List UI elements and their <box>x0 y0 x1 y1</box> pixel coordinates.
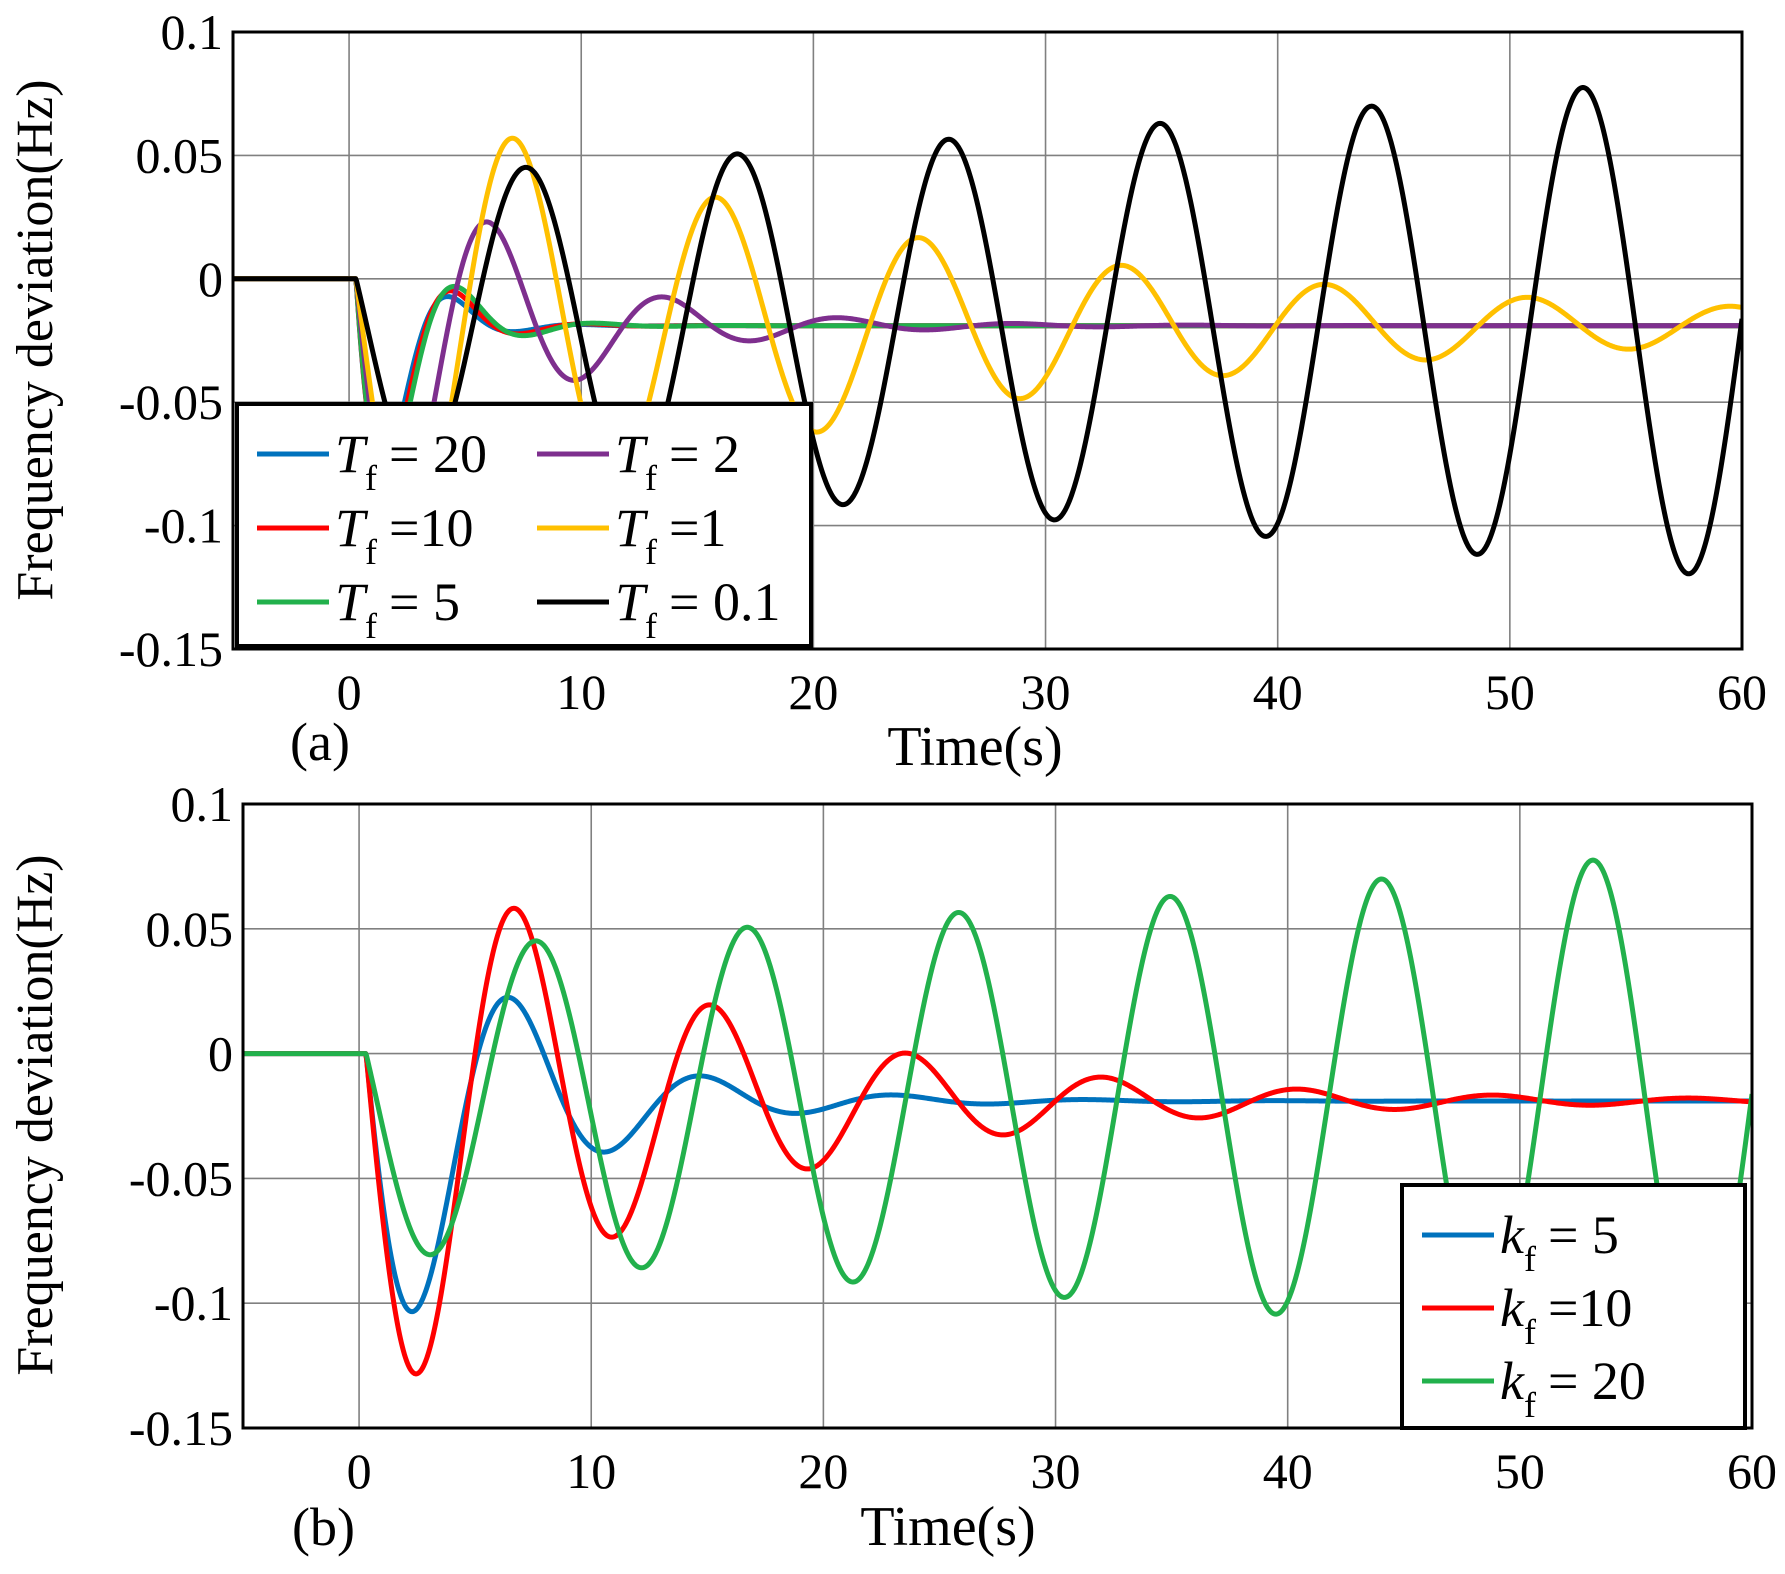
legend-box <box>235 402 813 648</box>
y-axis-label: Frequency deviation(Hz) <box>7 854 64 1375</box>
x-tick-label: 10 <box>566 1443 616 1499</box>
series-group <box>233 85 1742 577</box>
legend-item: Tf =1 <box>537 498 727 572</box>
x-tick-label: 50 <box>1495 1443 1545 1499</box>
x-tick-label: 20 <box>788 664 838 720</box>
y-tick-label: -0.1 <box>144 498 223 554</box>
y-tick-label: 0.05 <box>146 901 234 957</box>
y-tick-label: 0.1 <box>171 776 234 832</box>
series-line-k-f-5 <box>243 994 1752 1315</box>
legend-label: Tf = 20 <box>335 424 487 498</box>
legend-subscript: f <box>645 606 657 646</box>
y-tick-label: 0.1 <box>161 4 224 60</box>
x-tick-label: 60 <box>1727 1443 1777 1499</box>
legend-label: kf =10 <box>1500 1278 1632 1352</box>
x-tick-label: 40 <box>1253 664 1303 720</box>
y-tick-label: -0.15 <box>129 1400 233 1456</box>
x-axis-label: Time(s) <box>887 716 1062 778</box>
legend-item: Tf = 0.1 <box>537 572 781 646</box>
legend-subscript: f <box>365 606 377 646</box>
legend-subscript: f <box>645 458 657 498</box>
legend-item: Tf = 20 <box>257 424 487 498</box>
legend-symbol: T <box>335 572 369 632</box>
legend-item: kf =10 <box>1422 1278 1632 1352</box>
y-tick-label: -0.05 <box>119 374 223 430</box>
legend-symbol: T <box>335 424 369 484</box>
legend-label: Tf =1 <box>615 498 727 572</box>
axes-box <box>241 802 1754 1430</box>
y-tick-label: 0 <box>208 1026 233 1082</box>
legend-symbol: k <box>1500 1205 1525 1265</box>
legend-value: =10 <box>1548 1278 1632 1338</box>
legend-symbol: T <box>615 424 649 484</box>
legend-symbol: k <box>1500 1278 1525 1338</box>
chart-panel-a: 0 10 20 30 40 50 60 0.1 0.05 0 -0.05 -0.1 -0.15 Time(… <box>7 4 1767 778</box>
y-tick-label: 0.05 <box>136 127 224 183</box>
legend-subscript: f <box>1524 1312 1536 1352</box>
legend-item: kf = 20 <box>1422 1351 1646 1425</box>
legend-subscript: f <box>645 532 657 572</box>
legend: Tf = 20 Tf =10 Tf = 5 Tf = 2 Tf =1 Tf = 0.1 <box>235 402 813 648</box>
legend-label: kf = 5 <box>1500 1205 1619 1279</box>
legend-symbol: T <box>615 498 649 558</box>
legend-value: = 2 <box>669 424 740 484</box>
legend-label: Tf = 0.1 <box>615 572 781 646</box>
x-tick-label: 0 <box>337 664 362 720</box>
x-tick-label: 30 <box>1021 664 1071 720</box>
legend-symbol: T <box>615 572 649 632</box>
legend-label: Tf = 5 <box>335 572 460 646</box>
y-tick-label: 0 <box>198 251 223 307</box>
legend-value: = 5 <box>1548 1205 1619 1265</box>
legend-symbol: k <box>1500 1351 1525 1411</box>
legend-value: = 5 <box>389 572 460 632</box>
y-tick-label: -0.1 <box>154 1275 233 1331</box>
legend-subscript: f <box>365 458 377 498</box>
panel-label: (a) <box>290 712 350 772</box>
legend-value: = 20 <box>389 424 487 484</box>
legend-label: Tf = 2 <box>615 424 740 498</box>
series-line-k-f-10 <box>243 905 1752 1377</box>
legend-symbol: T <box>335 498 369 558</box>
legend-value: = 20 <box>1548 1351 1646 1411</box>
y-tick-label: -0.05 <box>129 1150 233 1206</box>
legend-item: Tf = 2 <box>537 424 740 498</box>
legend-label: Tf =10 <box>335 498 474 572</box>
x-tick-label: 40 <box>1263 1443 1313 1499</box>
series-line-t-f-2 <box>233 219 1742 526</box>
legend-subscript: f <box>1524 1239 1536 1279</box>
x-tick-label: 10 <box>556 664 606 720</box>
legend-value: = 0.1 <box>669 572 780 632</box>
legend-value: =10 <box>389 498 473 558</box>
chart-panel-b: 0 10 20 30 40 50 60 0.1 0.05 0 -0.05 -0.1 -0.15 Time(… <box>7 776 1777 1558</box>
y-tick-label: -0.15 <box>119 621 223 677</box>
legend-label: kf = 20 <box>1500 1351 1646 1425</box>
panel-label: (b) <box>292 1497 355 1557</box>
x-tick-label: 60 <box>1717 664 1767 720</box>
legend-item: kf = 5 <box>1422 1205 1619 1279</box>
series-line-t-f-1 <box>233 135 1742 555</box>
legend-subscript: f <box>365 532 377 572</box>
x-tick-label: 0 <box>347 1443 372 1499</box>
legend-item: Tf = 5 <box>257 572 460 646</box>
x-axis-label: Time(s) <box>860 1496 1035 1558</box>
legend-value: =1 <box>669 498 726 558</box>
legend-subscript: f <box>1524 1385 1536 1425</box>
legend-item: Tf =10 <box>257 498 474 572</box>
y-axis-label: Frequency deviation(Hz) <box>7 79 64 600</box>
axes-box <box>231 30 1744 651</box>
x-tick-label: 20 <box>798 1443 848 1499</box>
x-tick-label: 30 <box>1031 1443 1081 1499</box>
x-tick-label: 50 <box>1485 664 1535 720</box>
series-line-t-f-0-1 <box>233 85 1742 577</box>
